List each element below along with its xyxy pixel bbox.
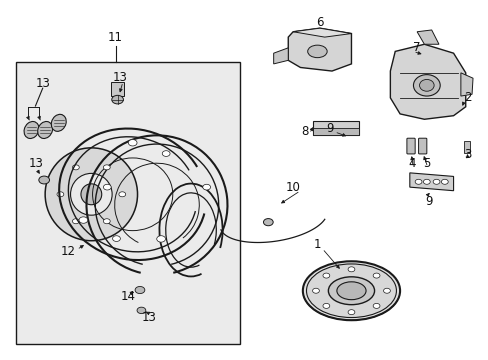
Ellipse shape <box>81 184 102 205</box>
Circle shape <box>432 179 439 184</box>
Circle shape <box>135 287 144 294</box>
Ellipse shape <box>336 282 366 300</box>
Circle shape <box>79 217 88 223</box>
FancyBboxPatch shape <box>418 138 426 154</box>
Text: 7: 7 <box>412 41 420 54</box>
Circle shape <box>372 273 379 278</box>
Circle shape <box>128 140 137 146</box>
Text: 12: 12 <box>61 245 76 258</box>
Ellipse shape <box>45 148 137 241</box>
Text: 13: 13 <box>29 157 44 170</box>
Text: 10: 10 <box>285 181 300 194</box>
Circle shape <box>203 184 210 190</box>
Circle shape <box>157 236 165 242</box>
Circle shape <box>312 288 319 293</box>
Circle shape <box>322 303 329 309</box>
Circle shape <box>112 236 120 242</box>
Circle shape <box>322 273 329 278</box>
Polygon shape <box>312 128 358 135</box>
Ellipse shape <box>413 75 439 96</box>
Ellipse shape <box>302 261 399 320</box>
Circle shape <box>112 95 123 104</box>
Ellipse shape <box>328 277 374 305</box>
Ellipse shape <box>24 121 39 139</box>
Polygon shape <box>273 48 287 64</box>
Bar <box>16 62 239 344</box>
Text: 8: 8 <box>301 125 308 138</box>
Ellipse shape <box>51 114 66 131</box>
Circle shape <box>72 219 79 224</box>
Polygon shape <box>292 28 351 37</box>
Text: 6: 6 <box>315 16 323 29</box>
Circle shape <box>441 179 447 184</box>
Polygon shape <box>409 173 453 191</box>
Text: 2: 2 <box>464 91 471 104</box>
Text: 13: 13 <box>113 71 128 84</box>
Circle shape <box>372 303 379 309</box>
Text: 5: 5 <box>422 157 429 170</box>
Text: 1: 1 <box>313 238 321 251</box>
Ellipse shape <box>419 80 433 91</box>
Circle shape <box>423 179 429 184</box>
Text: 9: 9 <box>425 195 432 208</box>
Polygon shape <box>460 73 472 96</box>
Text: 4: 4 <box>407 157 415 170</box>
Ellipse shape <box>306 264 396 318</box>
Ellipse shape <box>70 174 112 215</box>
Circle shape <box>347 310 354 315</box>
Circle shape <box>103 219 110 224</box>
Ellipse shape <box>307 45 326 58</box>
Circle shape <box>72 165 79 170</box>
Circle shape <box>263 219 273 226</box>
Circle shape <box>103 184 111 190</box>
Text: 14: 14 <box>120 289 135 303</box>
Circle shape <box>383 288 389 293</box>
FancyBboxPatch shape <box>406 138 414 154</box>
Text: 9: 9 <box>325 122 333 135</box>
Circle shape <box>137 307 145 314</box>
Circle shape <box>39 176 49 184</box>
Polygon shape <box>389 44 465 119</box>
Circle shape <box>57 192 63 197</box>
Circle shape <box>103 165 110 170</box>
Polygon shape <box>416 30 438 44</box>
Text: 3: 3 <box>464 148 471 162</box>
Polygon shape <box>287 28 351 71</box>
Ellipse shape <box>38 121 53 139</box>
Text: 11: 11 <box>108 31 123 44</box>
Bar <box>463 141 469 153</box>
Text: 13: 13 <box>141 311 156 324</box>
Circle shape <box>162 151 170 156</box>
Circle shape <box>347 267 354 272</box>
Circle shape <box>119 192 125 197</box>
Text: 13: 13 <box>35 77 50 90</box>
Bar <box>111 82 124 96</box>
Circle shape <box>414 179 421 184</box>
Polygon shape <box>312 121 358 135</box>
